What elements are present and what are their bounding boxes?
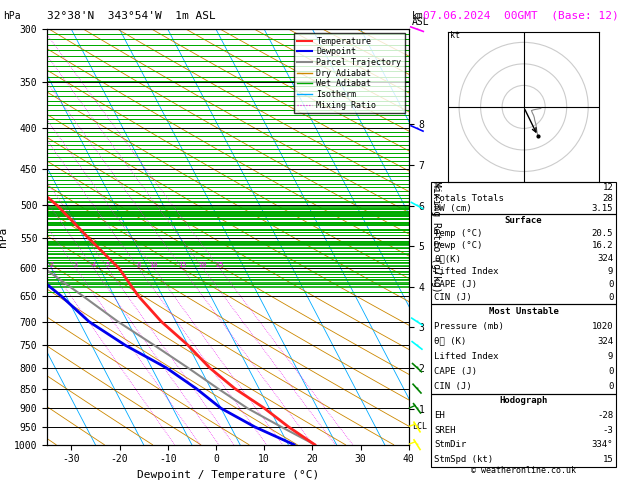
Text: hPa: hPa [3,11,21,21]
Text: 16.2: 16.2 [592,242,613,250]
Text: 07.06.2024  00GMT  (Base: 12): 07.06.2024 00GMT (Base: 12) [423,11,618,21]
Text: •: • [415,27,419,32]
Y-axis label: Mixing Ratio (g/kg): Mixing Ratio (g/kg) [431,181,441,293]
Text: Totals Totals: Totals Totals [434,193,504,203]
Text: CIN (J): CIN (J) [434,293,472,302]
Text: 1020: 1020 [592,322,613,331]
Text: ASL: ASL [412,17,430,27]
Text: 3: 3 [74,262,78,268]
Text: Hodograph: Hodograph [499,397,548,405]
Text: K: K [434,183,440,192]
Text: CAPE (J): CAPE (J) [434,280,477,289]
Text: Surface: Surface [505,216,542,225]
Text: θᴄ (K): θᴄ (K) [434,337,466,346]
Text: 25: 25 [216,262,224,268]
Text: 2: 2 [50,262,54,268]
Text: © weatheronline.co.uk: © weatheronline.co.uk [471,466,576,475]
Legend: Temperature, Dewpoint, Parcel Trajectory, Dry Adiabat, Wet Adiabat, Isotherm, Mi: Temperature, Dewpoint, Parcel Trajectory… [294,34,404,113]
Text: 0: 0 [608,382,613,391]
Text: Pressure (mb): Pressure (mb) [434,322,504,331]
Text: 32°38'N  343°54'W  1m ASL: 32°38'N 343°54'W 1m ASL [47,11,216,21]
Text: km: km [412,11,424,21]
Text: 5: 5 [106,262,110,268]
Text: •: • [415,442,419,447]
Text: Most Unstable: Most Unstable [489,307,559,316]
Text: EH: EH [434,411,445,420]
Text: 28: 28 [603,193,613,203]
Text: Lifted Index: Lifted Index [434,352,499,361]
Text: θᴄ(K): θᴄ(K) [434,254,461,263]
Text: Temp (°C): Temp (°C) [434,228,482,238]
X-axis label: Dewpoint / Temperature (°C): Dewpoint / Temperature (°C) [137,470,319,480]
Text: LCL: LCL [413,422,428,432]
Text: 0: 0 [608,366,613,376]
Text: PW (cm): PW (cm) [434,204,472,213]
Text: 15: 15 [178,262,187,268]
Text: 334°: 334° [592,440,613,449]
Text: 4: 4 [92,262,96,268]
Text: •: • [415,126,419,131]
Text: •: • [415,319,419,324]
Text: •: • [415,406,419,411]
Text: 0: 0 [608,280,613,289]
Text: Dewp (°C): Dewp (°C) [434,242,482,250]
Text: Lifted Index: Lifted Index [434,267,499,276]
Text: -3: -3 [603,426,613,434]
Text: StmDir: StmDir [434,440,466,449]
Text: •: • [415,365,419,370]
Text: •: • [415,386,419,391]
Text: 8: 8 [136,262,141,268]
Text: CIN (J): CIN (J) [434,382,472,391]
Text: 12: 12 [603,183,613,192]
Text: 324: 324 [597,254,613,263]
Text: 20: 20 [199,262,208,268]
Text: 15: 15 [603,455,613,464]
Text: CAPE (J): CAPE (J) [434,366,477,376]
Text: -28: -28 [597,411,613,420]
Text: 0: 0 [608,293,613,302]
Text: 3.15: 3.15 [592,204,613,213]
Text: StmSpd (kt): StmSpd (kt) [434,455,493,464]
Text: •: • [415,203,419,208]
Text: 10: 10 [150,262,158,268]
Text: •: • [415,343,419,348]
Text: 324: 324 [597,337,613,346]
Text: •: • [415,424,419,430]
Text: 9: 9 [608,352,613,361]
Text: kt: kt [450,31,460,40]
Y-axis label: hPa: hPa [0,227,8,247]
Text: 20.5: 20.5 [592,228,613,238]
Text: SREH: SREH [434,426,455,434]
Text: 9: 9 [608,267,613,276]
